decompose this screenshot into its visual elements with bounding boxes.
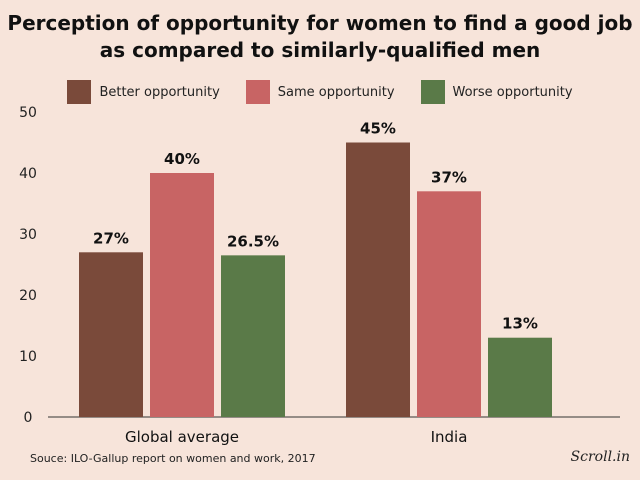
legend-swatch-worse [420,80,445,104]
y-tick-label-30: 30 [19,227,37,243]
data-label-1-0: 45% [360,120,396,138]
legend-swatch-same [245,80,270,104]
legend-label-worse: Worse opportunity [452,84,573,100]
y-tick-label-0: 0 [24,410,33,426]
chart-title: Perception of opportunity for women to f… [0,10,640,64]
legend-swatch-better [67,80,92,104]
chart-title-text: Perception of opportunity for women to f… [7,11,633,62]
bar-1-2 [488,337,552,417]
data-label-1-1: 37% [431,168,467,186]
y-tick-label-50: 50 [19,105,37,121]
data-label-0-2: 26.5% [227,232,279,250]
category-label-0: Global average [125,428,239,446]
y-tick-label-20: 20 [19,288,37,304]
legend: Better opportunity Same opportunity Wors… [0,80,640,104]
data-label-1-2: 13% [502,315,538,333]
legend-item-better: Better opportunity [67,80,220,104]
legend-item-worse: Worse opportunity [420,80,573,104]
bar-1-0 [346,142,410,417]
publisher-logo: Scroll.in [570,449,630,465]
legend-label-same: Same opportunity [277,84,395,100]
y-tick-label-40: 40 [19,166,37,182]
data-label-0-0: 27% [93,229,129,247]
bar-0-2 [221,255,285,417]
legend-item-same: Same opportunity [245,80,395,104]
legend-label-better: Better opportunity [99,84,220,100]
data-label-0-1: 40% [164,150,200,168]
source-note: Souce: ILO-Gallup report on women and wo… [30,452,316,465]
bar-1-1 [417,191,481,417]
y-tick-label-10: 10 [19,349,37,365]
bar-0-1 [150,173,214,417]
category-label-1: India [431,428,468,446]
bar-0-0 [79,252,143,417]
